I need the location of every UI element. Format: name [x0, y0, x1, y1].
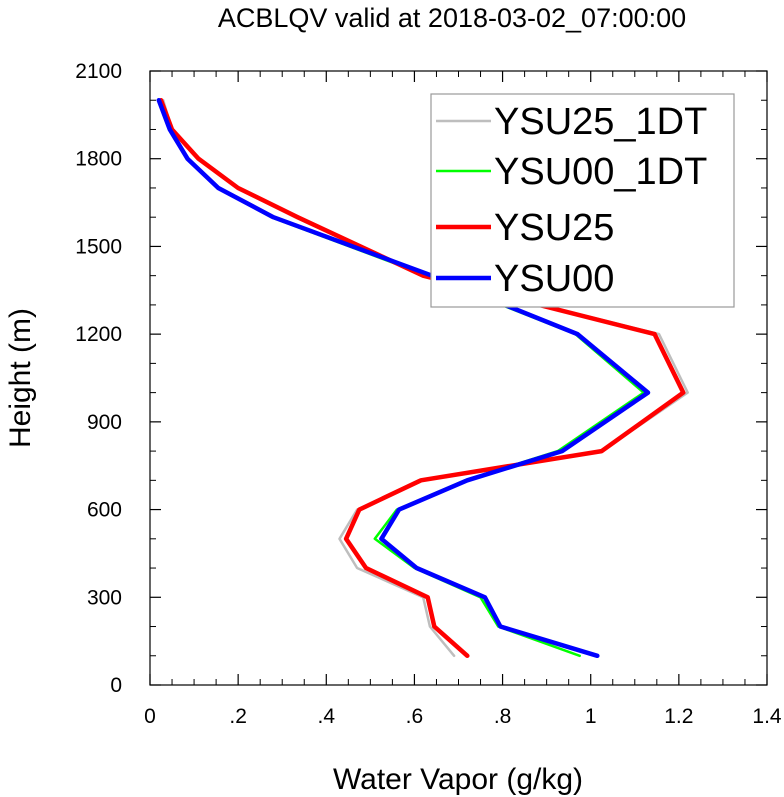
- x-tick-label: .2: [229, 705, 247, 728]
- series-line-2: [158, 97, 686, 659]
- ticks-layer: 0 .2 .4 .6 .8 1 1.2 1.4 0 300 600 900 1200 1500 1800 21…: [75, 60, 782, 728]
- x-axis-label: Water Vapor (g/kg): [333, 763, 583, 796]
- y-tick-label: 1800: [75, 148, 122, 171]
- y-tick-label: 900: [87, 411, 122, 434]
- chart-title: ACBLQV valid at 2018-03-02_07:00:00: [218, 3, 686, 33]
- x-tick-label: .6: [406, 705, 424, 728]
- x-tick-label: 1: [585, 705, 597, 728]
- y-tick-label: 2100: [75, 60, 122, 83]
- y-tick-label: 1200: [75, 323, 122, 346]
- legend-label-3: YSU00: [494, 258, 614, 300]
- series-layer: [156, 97, 689, 659]
- x-tick-label: 1.4: [752, 705, 782, 728]
- y-tick-label: 1500: [75, 235, 122, 258]
- y-axis-label: Height (m): [4, 308, 37, 448]
- y-tick-label: 0: [110, 674, 122, 697]
- legend-label-1: YSU00_1DT: [494, 151, 707, 193]
- legend: YSU25_1DT YSU00_1DT YSU25 YSU00: [430, 93, 735, 308]
- legend-items: YSU25_1DT YSU00_1DT YSU25 YSU00: [436, 101, 707, 300]
- legend-label-0: YSU25_1DT: [494, 101, 707, 143]
- x-tick-label: .4: [318, 705, 336, 728]
- x-tick-label: .8: [494, 705, 512, 728]
- legend-box: [430, 93, 735, 308]
- x-tick-label: 1.2: [664, 705, 693, 728]
- x-tick-label: 0: [144, 705, 156, 728]
- y-tick-label: 300: [87, 586, 122, 609]
- legend-label-2: YSU25: [494, 207, 614, 249]
- y-tick-label: 600: [87, 499, 122, 522]
- series-line-3: [156, 97, 651, 659]
